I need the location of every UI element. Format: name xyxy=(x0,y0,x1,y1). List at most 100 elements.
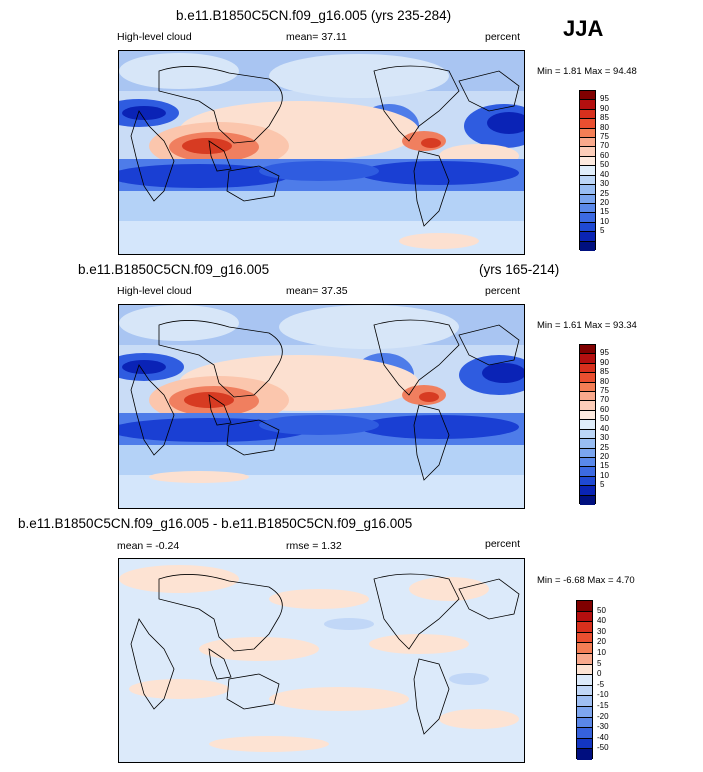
colorbar-tick-label: 90 xyxy=(600,357,609,367)
colorbar-tick-label: 20 xyxy=(597,637,606,647)
colorbar-swatch xyxy=(580,147,595,157)
colorbar-swatch xyxy=(580,109,595,120)
colorbar-swatch xyxy=(580,241,595,251)
panel-3-map xyxy=(118,558,525,763)
colorbar-swatch xyxy=(580,467,595,477)
colorbar-tick-label: -40 xyxy=(597,732,609,742)
colorbar-tick-label: 60 xyxy=(600,150,609,160)
panel-1-map-svg xyxy=(119,51,524,254)
colorbar-swatch xyxy=(577,643,592,654)
colorbar-swatch xyxy=(577,664,592,676)
colorbar-swatch xyxy=(580,194,595,204)
panel-3-rmse: rmse = 1.32 xyxy=(286,540,342,552)
colorbar-swatch xyxy=(580,156,595,167)
colorbar-tick-label: 5 xyxy=(600,480,605,490)
colorbar-tick-label: 15 xyxy=(600,461,609,471)
panel-3-map-svg xyxy=(119,559,524,762)
colorbar-tick-label: -10 xyxy=(597,690,609,700)
season-label: JJA xyxy=(563,16,604,41)
panel-3-units: percent xyxy=(485,538,521,550)
colorbar-swatch xyxy=(580,457,595,468)
colorbar-tick-label: 80 xyxy=(600,376,609,386)
colorbar-swatch xyxy=(580,91,595,101)
colorbar-swatch xyxy=(577,654,592,665)
colorbar-tick-label: 0 xyxy=(597,669,602,679)
colorbar-tick-label: -30 xyxy=(597,722,609,732)
colorbar-tick-label: 95 xyxy=(600,348,609,358)
panel-2-title-years: (yrs 165-214) xyxy=(479,262,560,277)
colorbar-swatch xyxy=(577,749,592,760)
colorbar-swatch xyxy=(580,486,595,496)
colorbar-tick-label: 40 xyxy=(600,423,609,433)
colorbar-tick-label: 85 xyxy=(600,113,609,123)
colorbar-tick-label: 60 xyxy=(600,404,609,414)
panel-1-colorbar xyxy=(579,90,596,251)
colorbar-tick-label: 40 xyxy=(600,169,609,179)
colorbar-tick-label: 40 xyxy=(597,616,606,626)
colorbar-swatch xyxy=(580,429,595,440)
colorbar-swatch xyxy=(580,185,595,195)
colorbar-tick-label: 25 xyxy=(600,188,609,198)
colorbar-swatch xyxy=(580,476,595,487)
colorbar-swatch xyxy=(580,138,595,148)
colorbar-swatch xyxy=(577,717,592,729)
colorbar-swatch xyxy=(580,345,595,355)
panel-2-colorbar xyxy=(579,344,596,505)
panel-2-map xyxy=(118,304,525,509)
colorbar-tick-label: 70 xyxy=(600,395,609,405)
colorbar-swatch xyxy=(577,675,592,686)
colorbar-swatch xyxy=(577,622,592,633)
panel-1-units: percent xyxy=(485,31,521,43)
colorbar-tick-label: 70 xyxy=(600,141,609,151)
panel-3-mean: mean = -0.24 xyxy=(117,540,180,552)
panel-1-mean: mean= 37.11 xyxy=(286,31,347,43)
panel-3-colorbar xyxy=(576,600,593,760)
panel-2-minmax: Min = 1.61 Max = 93.34 xyxy=(537,320,637,331)
panel-1-variable-label: High-level cloud xyxy=(117,31,192,43)
colorbar-tick-label: 15 xyxy=(600,207,609,217)
colorbar-tick-label: 95 xyxy=(600,94,609,104)
colorbar-swatch xyxy=(580,213,595,223)
panel-3-minmax: Min = -6.68 Max = 4.70 xyxy=(537,575,635,586)
colorbar-swatch xyxy=(577,696,592,707)
panel-1-map xyxy=(118,50,525,255)
colorbar-tick-label: -20 xyxy=(597,711,609,721)
colorbar-swatch xyxy=(577,685,592,697)
colorbar-tick-label: 10 xyxy=(600,470,609,480)
colorbar-swatch xyxy=(577,707,592,718)
colorbar-tick-label: 50 xyxy=(600,414,609,424)
colorbar-swatch xyxy=(580,439,595,449)
colorbar-swatch xyxy=(580,373,595,383)
colorbar-tick-label: 30 xyxy=(600,433,609,443)
colorbar-swatch xyxy=(580,175,595,186)
panel-1-minmax: Min = 1.81 Max = 94.48 xyxy=(537,66,637,77)
colorbar-tick-label: 30 xyxy=(600,179,609,189)
colorbar-tick-label: 80 xyxy=(600,122,609,132)
colorbar-tick-label: 10 xyxy=(597,648,606,657)
colorbar-swatch xyxy=(580,420,595,430)
colorbar-tick-label: 5 xyxy=(597,658,602,668)
colorbar-swatch xyxy=(580,222,595,233)
colorbar-tick-label: 75 xyxy=(600,386,609,396)
colorbar-tick-label: 25 xyxy=(600,442,609,452)
colorbar-swatch xyxy=(580,354,595,364)
colorbar-swatch xyxy=(577,601,592,612)
colorbar-tick-label: 20 xyxy=(600,451,609,461)
colorbar-swatch xyxy=(580,128,595,139)
colorbar-swatch xyxy=(580,495,595,505)
colorbar-swatch xyxy=(580,119,595,129)
panel-2-map-svg xyxy=(119,305,524,508)
panel-2-units: percent xyxy=(485,285,521,297)
colorbar-swatch xyxy=(580,448,595,458)
colorbar-tick-label: 10 xyxy=(600,216,609,226)
colorbar-swatch xyxy=(577,738,592,750)
colorbar-tick-label: 30 xyxy=(597,626,606,636)
colorbar-swatch xyxy=(580,363,595,374)
colorbar-tick-label: 5 xyxy=(600,226,605,236)
colorbar-swatch xyxy=(580,392,595,402)
colorbar-tick-label: -5 xyxy=(597,679,605,689)
colorbar-tick-label: 90 xyxy=(600,103,609,113)
panel-2-title: b.e11.B1850C5CN.f09_g16.005 xyxy=(78,262,270,277)
colorbar-swatch xyxy=(577,728,592,739)
colorbar-tick-label: -15 xyxy=(597,701,609,710)
